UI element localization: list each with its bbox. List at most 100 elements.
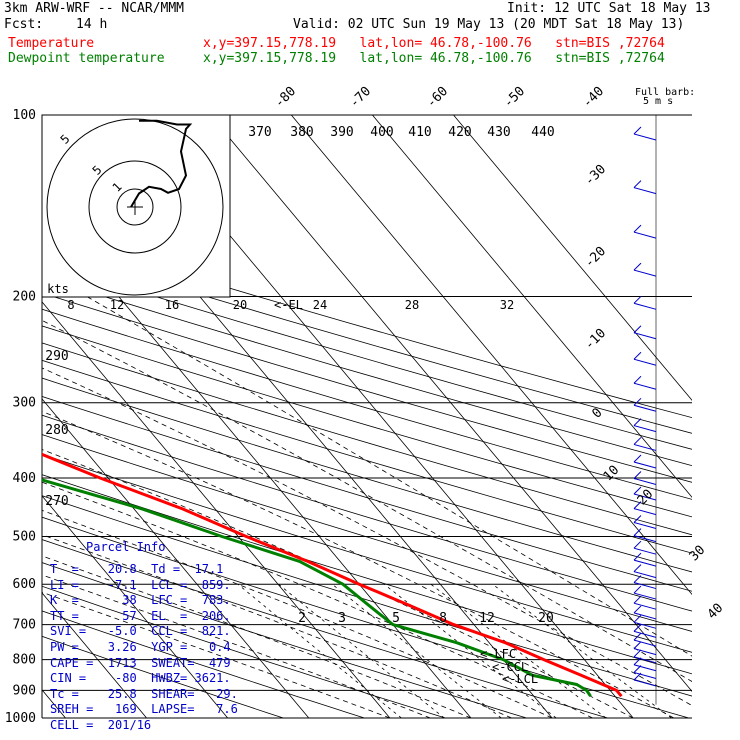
parcel-info-row: T = 20.8 Td = 17.1 <box>50 562 224 576</box>
hodograph-trace <box>130 119 193 208</box>
wind-barb <box>633 425 657 433</box>
wind-barb-flag <box>633 649 642 658</box>
lfc-marker: <-LFC <box>480 647 516 661</box>
dry-adiabat <box>42 342 692 536</box>
wind-barb <box>633 679 657 687</box>
pressure-tick-label: 900 <box>13 683 36 698</box>
wind-barb-flag <box>633 632 642 641</box>
mixing-ratio-label: 20 <box>538 611 554 626</box>
parcel-info-row: PW = 3.26 YGP = 0.4 <box>50 640 231 654</box>
hodograph-speed-label: 8 <box>67 298 74 312</box>
wind-barb-flag <box>633 605 642 614</box>
parcel-info-row: CIN = -80 HWBZ= 3621. <box>50 671 231 686</box>
wind-barb <box>633 332 657 340</box>
isotherm-label: -40 <box>580 84 607 111</box>
wind-barb-flag <box>633 295 642 304</box>
hodograph-speed-label: 20 <box>233 298 247 312</box>
hodograph-speed-label: 16 <box>165 298 179 312</box>
hodograph-ring <box>46 118 224 296</box>
mixing-ratio-label: 5 <box>392 611 400 626</box>
wind-barb <box>633 571 657 579</box>
mixing-ratio-line <box>492 583 672 718</box>
wind-barb <box>633 656 657 664</box>
wind-barb-flag <box>633 552 642 561</box>
wind-barb-flag <box>633 471 642 479</box>
pressure-tick-label: 400 <box>13 471 36 486</box>
dry-adiabat <box>42 261 692 450</box>
pressure-tick-label: 1000 <box>5 711 36 726</box>
hodograph-speed-label: 12 <box>110 298 124 312</box>
mixing-ratio-line <box>331 583 502 718</box>
wind-barb-flag <box>633 595 642 604</box>
wind-barb <box>633 269 657 277</box>
isotherm-line <box>453 115 692 401</box>
wind-barb-flag <box>633 665 642 673</box>
valid-time: Valid: 02 UTC Sun 19 May 13 (20 MDT Sat … <box>293 17 685 32</box>
theta-label: 440 <box>531 125 554 140</box>
isotherm-label: -70 <box>347 84 374 111</box>
isotherm-line <box>209 115 692 692</box>
isotherm-line <box>42 301 391 718</box>
el-marker: <-EL <box>274 298 303 312</box>
wind-barb-flag <box>633 515 642 523</box>
wind-barb <box>633 461 657 469</box>
hodograph-speed-unit: kts <box>47 282 69 296</box>
theta-label: 390 <box>330 125 353 140</box>
mixing-ratio-line <box>383 583 557 718</box>
pressure-tick-label: 100 <box>13 108 36 123</box>
temperature-location: x,y=397.15,778.19 lat,lon= 46.78,-100.76… <box>203 36 665 51</box>
wind-barb-flag <box>633 437 642 445</box>
parcel-info-row: SREH = 169 LAPSE= 7.6 <box>50 702 238 717</box>
dry-adiabat <box>42 635 284 718</box>
wind-barb-flag <box>633 224 642 233</box>
wind-barb <box>633 621 657 629</box>
wind-barb-flag <box>633 657 642 666</box>
wind-barb <box>633 602 657 610</box>
dry-adiabat <box>42 292 692 483</box>
isotherm-label: 30 <box>687 543 709 565</box>
dry-adiabat <box>42 585 446 718</box>
moist-adiabat <box>42 367 692 706</box>
theta-label: 420 <box>448 125 471 140</box>
wind-barb-flag <box>633 126 642 135</box>
init-time: Init: 12 UTC Sat 18 May 13 <box>507 1 711 16</box>
isotherm-line <box>290 115 692 595</box>
wind-barb <box>633 648 657 656</box>
parcel-info-row: LI = -7.1 LCL = 859. <box>50 577 231 592</box>
wind-barb <box>633 493 657 501</box>
isotherm-label: 10 <box>601 463 623 485</box>
wind-barb <box>633 582 657 590</box>
mixing-ratio-line <box>278 583 445 718</box>
forecast-hour: 14 h <box>76 17 108 32</box>
dry-adiabat <box>42 377 692 573</box>
hodograph-ring <box>116 188 154 226</box>
wind-barb-flag <box>633 585 642 594</box>
dewpoint-legend: Dewpoint temperature <box>8 51 165 66</box>
parcel-info-row: SVI = -5.0 CCL = 821. <box>50 624 231 639</box>
wind-barb-flag <box>633 351 642 360</box>
isotherm-label: -20 <box>582 244 609 271</box>
parcel-info-row: Tc = 25.8 SHEAR= 29. <box>50 686 238 701</box>
dry-adiabat <box>42 610 365 718</box>
lcl-marker: <-LCL <box>502 672 538 686</box>
parcel-info-row: K = 38 LFC = 783. <box>50 593 231 608</box>
dry-adiabat <box>42 276 692 467</box>
wind-barb <box>633 382 657 390</box>
wind-barb-flag <box>633 325 642 334</box>
mixing-ratio-line <box>237 583 402 718</box>
isotherm-line <box>42 398 310 718</box>
dry-adiabat <box>42 414 692 612</box>
theta-label: 370 <box>248 125 271 140</box>
wind-barb-flag <box>633 614 642 623</box>
wind-barb <box>633 358 657 366</box>
dry-adiabat <box>42 231 692 419</box>
temperature-line <box>42 452 623 698</box>
mixing-ratio-label: 8 <box>439 611 447 626</box>
wind-barb <box>633 612 657 620</box>
isotherm-label: -50 <box>501 84 528 111</box>
dry-adiabat <box>42 474 692 675</box>
wind-barb-flag <box>633 641 642 649</box>
dry-adiabat <box>42 562 527 718</box>
mixing-ratio-label: 2 <box>298 611 306 626</box>
moist-adiabat <box>42 319 692 682</box>
